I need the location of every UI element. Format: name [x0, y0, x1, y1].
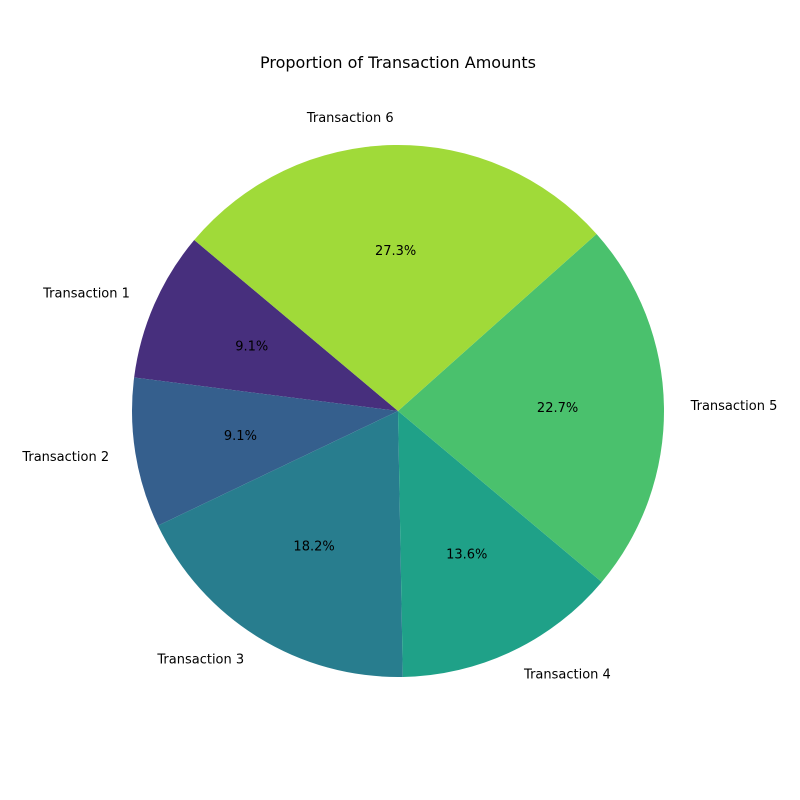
- percent-label-6: 27.3%: [375, 244, 416, 259]
- percent-label-2: 9.1%: [224, 429, 257, 444]
- slice-label-6: Transaction 6: [306, 111, 394, 126]
- percent-label-3: 18.2%: [293, 539, 334, 554]
- slice-label-1: Transaction 1: [42, 286, 130, 301]
- pie-slice-3: [157, 411, 403, 678]
- pie-slice-1: [134, 240, 398, 411]
- percent-label-4: 13.6%: [446, 548, 487, 563]
- pie-slice-2: [132, 377, 398, 526]
- pie-slice-4: [398, 411, 602, 677]
- slice-label-5: Transaction 5: [690, 399, 778, 414]
- percent-label-5: 22.7%: [537, 401, 578, 416]
- slice-label-3: Transaction 3: [156, 652, 244, 667]
- pie-labels: Transaction 1 9.1% Transaction 2 9.1% Transa…: [21, 111, 777, 683]
- pie-slice-6: [194, 145, 597, 411]
- percent-label-1: 9.1%: [235, 340, 268, 355]
- slice-label-2: Transaction 2: [21, 450, 109, 465]
- pie-slices: [132, 145, 664, 678]
- slice-label-4: Transaction 4: [523, 668, 611, 683]
- pie-slice-5: [398, 233, 664, 582]
- chart-title: Proportion of Transaction Amounts: [260, 53, 536, 72]
